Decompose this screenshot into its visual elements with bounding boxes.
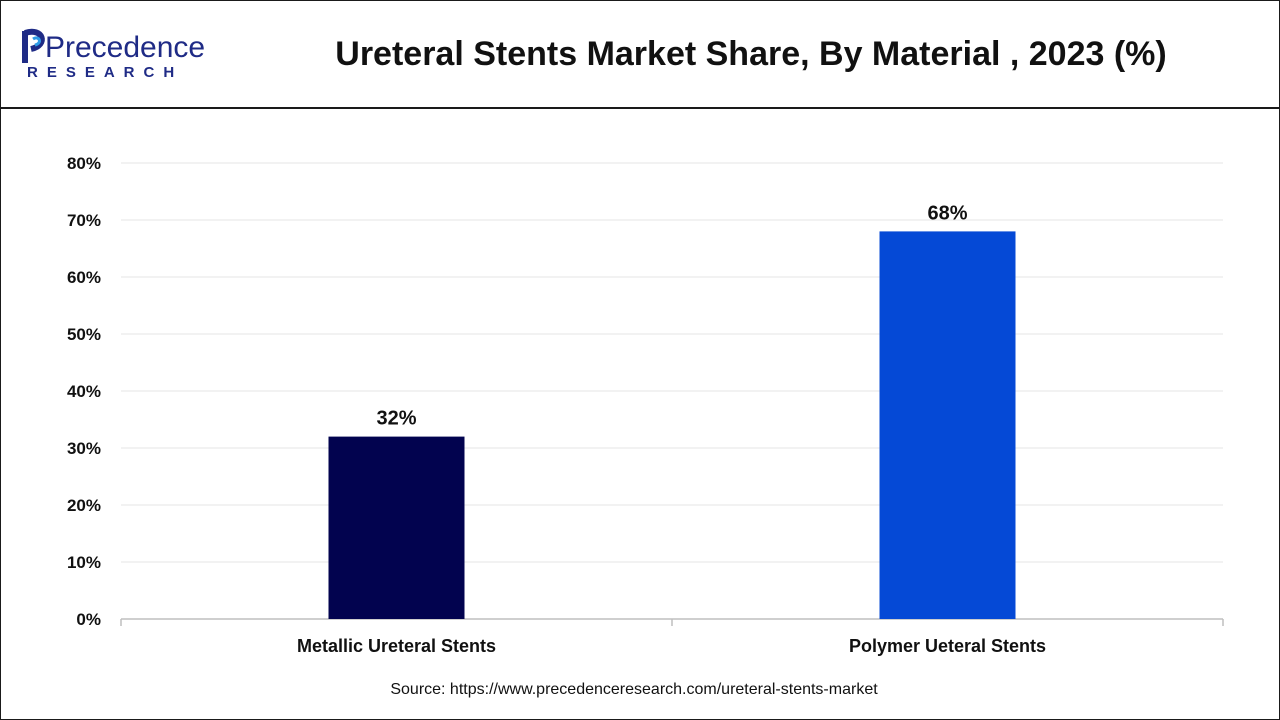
x-category-label: Metallic Ureteral Stents <box>297 636 496 656</box>
y-tick-label: 30% <box>67 439 101 458</box>
gridlines <box>121 162 1223 563</box>
x-category-label: Polymer Ueteral Stents <box>849 636 1046 656</box>
data-label: 68% <box>927 202 967 224</box>
source-note: Source: https://www.precedenceresearch.c… <box>390 681 878 698</box>
precedence-research-logo: Precedence RESEARCH <box>22 28 205 81</box>
data-label: 32% <box>376 408 416 430</box>
bar <box>328 436 465 619</box>
logo-p-bowl <box>24 28 45 52</box>
y-tick-label: 40% <box>67 382 101 401</box>
logo-wordmark: Precedence <box>45 31 205 64</box>
bars: 32% 68% <box>328 202 1016 619</box>
bar <box>879 231 1016 619</box>
chart-title: Ureteral Stents Market Share, By Materia… <box>335 35 1167 73</box>
y-tick-label: 0% <box>76 610 101 629</box>
y-tick-label: 80% <box>67 154 101 173</box>
header-bar: Precedence RESEARCH Ureteral Stents Mark… <box>1 1 1279 109</box>
axes: 0% 10% 20% 30% 40% 50% 60% 70% 80% Metallic Urete… <box>67 154 1224 656</box>
y-tick-label: 10% <box>67 553 101 572</box>
y-tick-label: 70% <box>67 211 101 230</box>
logo-leaf-icon <box>32 36 41 47</box>
y-tick-label: 50% <box>67 325 101 344</box>
y-tick-label: 20% <box>67 496 101 515</box>
logo-subtitle: RESEARCH <box>27 64 183 81</box>
y-tick-label: 60% <box>67 268 101 287</box>
